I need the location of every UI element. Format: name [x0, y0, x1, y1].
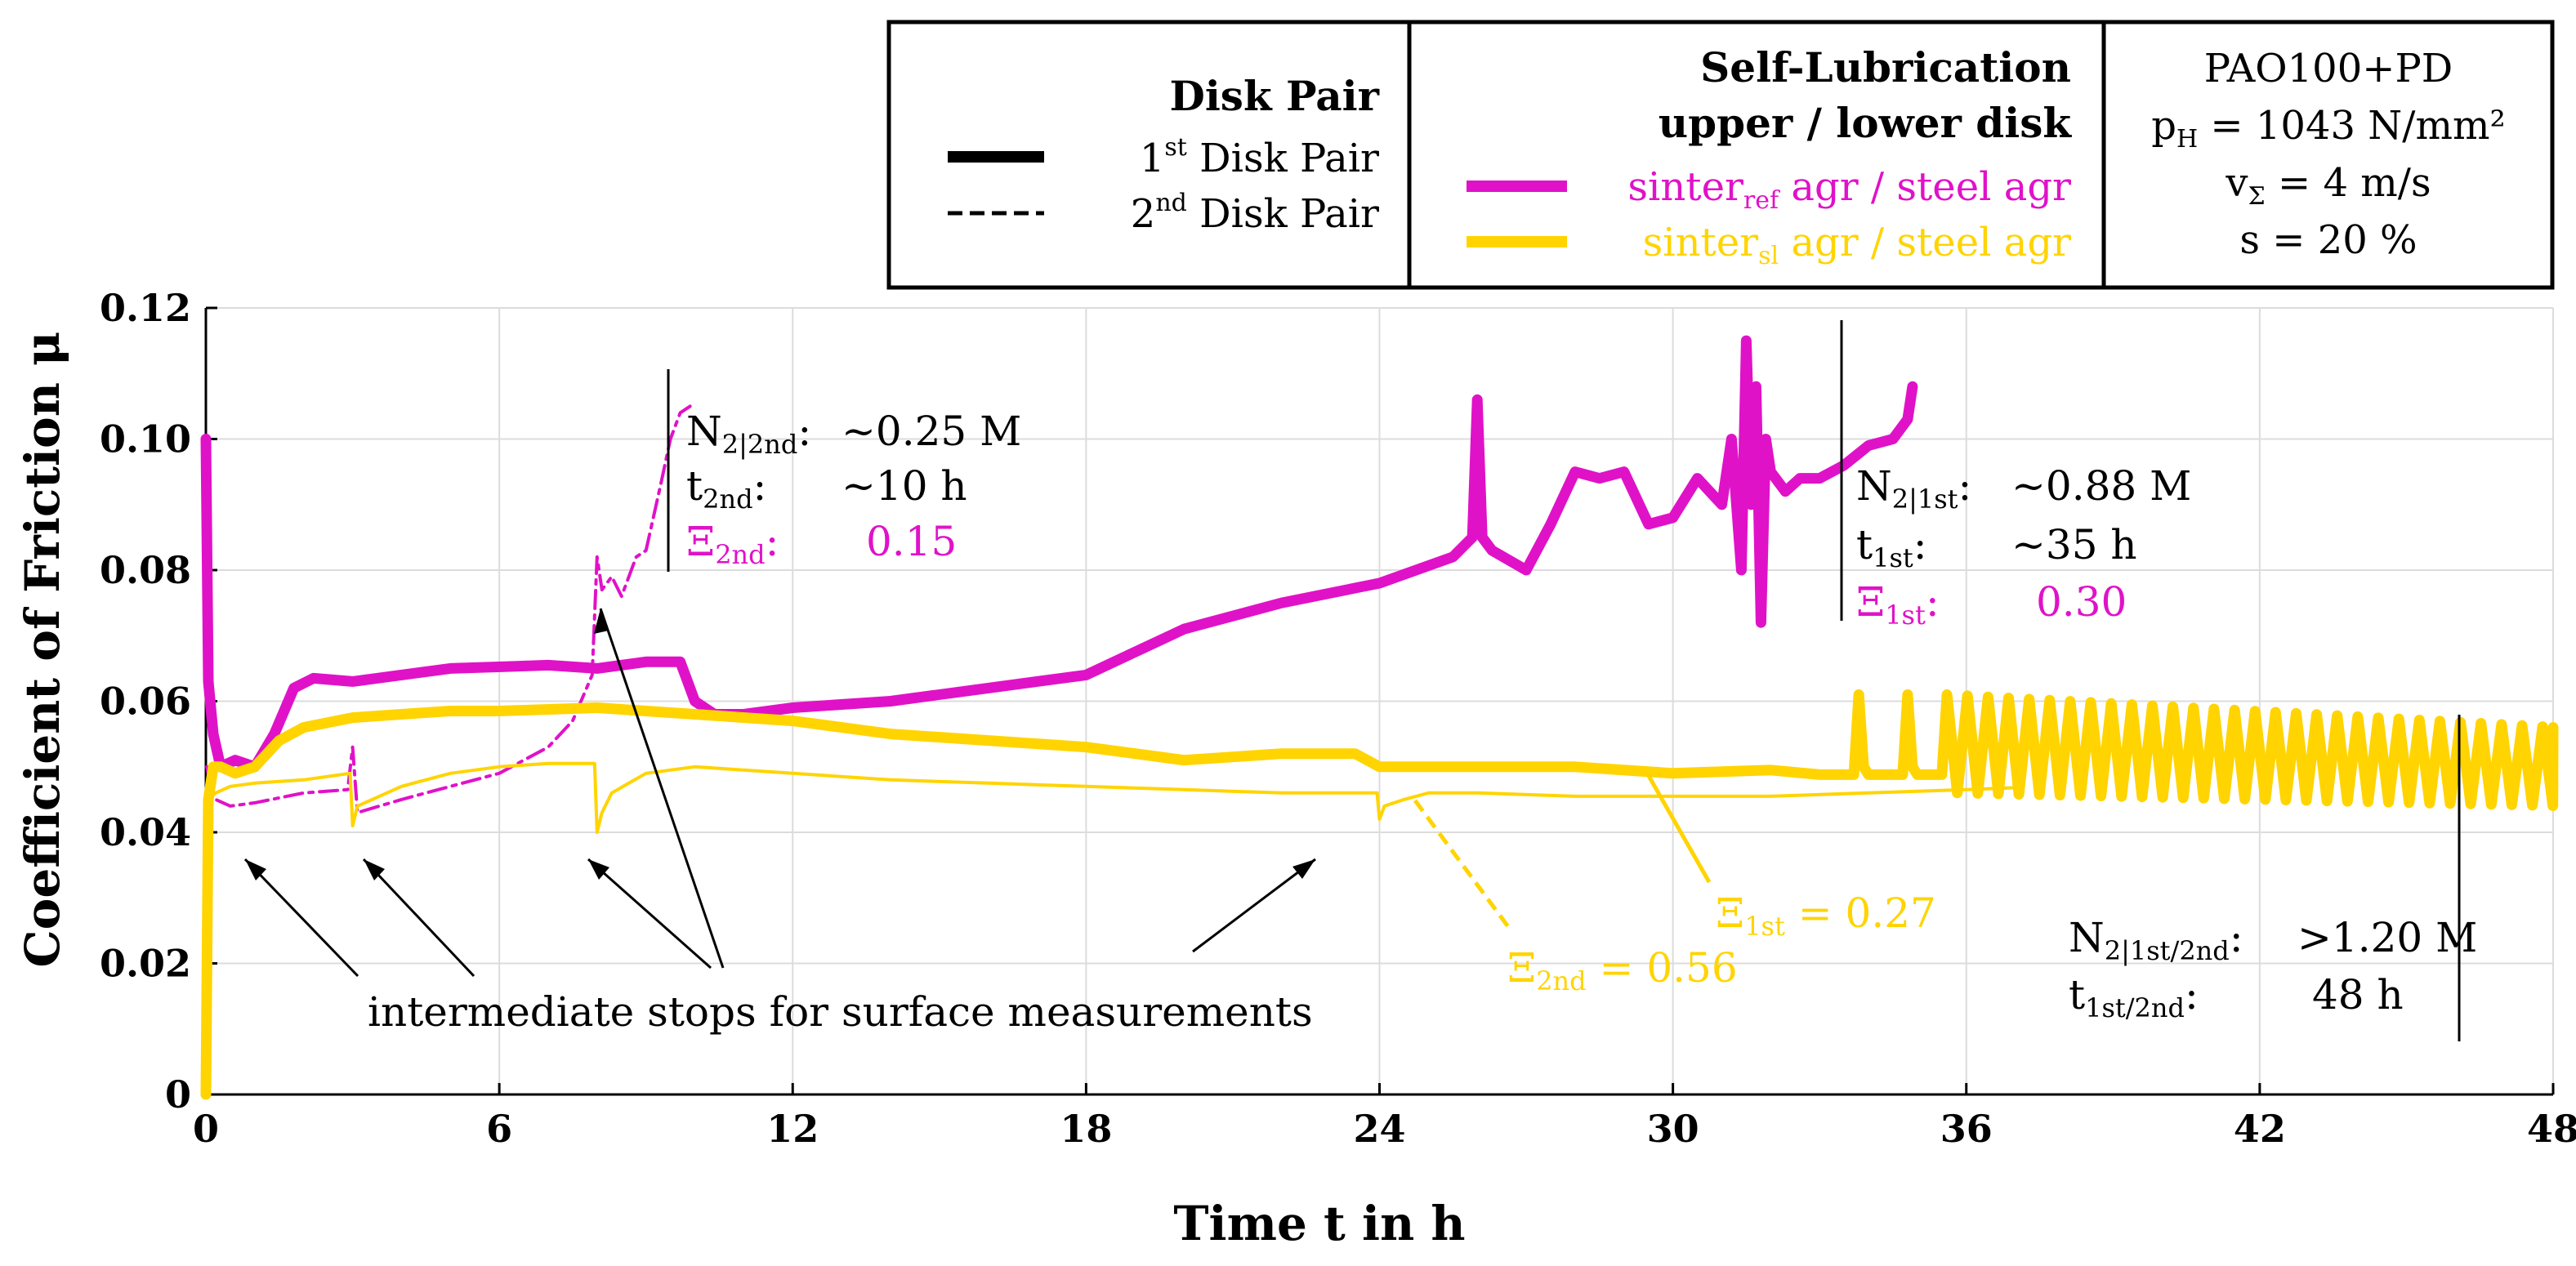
x-axis-label: Time t in h [1173, 1196, 1465, 1251]
x-tick-label: 30 [1647, 1107, 1699, 1151]
stop-arrowhead-5 [1292, 859, 1315, 879]
legend-hertzian-pressure: pH = 1043 N/mm² [2151, 103, 2506, 154]
intermediate-stops-label: intermediate stops for surface measureme… [368, 988, 1313, 1036]
y-tick-label: 0.02 [100, 942, 191, 986]
legend-frame [886, 20, 2555, 290]
annotation-1st-t-value: ~35 h [2011, 521, 2137, 568]
legend: Disk Pair 1st Disk Pair 2nd Disk Pair Se… [886, 20, 2555, 290]
annotation-1st-xi-label: Ξ1st: [1856, 578, 1940, 631]
annotation-box-2nd: N2|2nd: ~0.25 M t2nd: ~10 h Ξ2nd: 0.15 [686, 408, 1021, 570]
stop-arrow-1 [243, 858, 359, 978]
intermediate-stops-arrows [243, 608, 1316, 978]
callout-xi-2nd-sl: Ξ2nd = 0.56 [1507, 944, 1738, 996]
annotations: N2|2nd: ~0.25 M t2nd: ~10 h Ξ2nd: 0.15 N… [243, 320, 2477, 1041]
series-line-3 [200, 689, 2559, 1100]
stop-arrowhead-4 [594, 608, 609, 634]
annotation-48h-n-value: >1.20 M [2297, 914, 2477, 961]
y-tick-label: 0.08 [100, 548, 191, 592]
annotation-1st-n-value: ~0.88 M [2011, 462, 2191, 510]
legend-pair1-label: 1st Disk Pair [1140, 133, 1379, 181]
y-tick-label: 0.10 [100, 417, 191, 461]
annotation-box-48h: N2|1st/2nd: >1.20 M t1st/2nd: 48 h [2069, 914, 2477, 1023]
stop-arrowhead-2 [364, 859, 385, 880]
legend-pair2-label: 2nd Disk Pair [1131, 189, 1379, 237]
series-group [200, 335, 2559, 1100]
stop-arrow-2 [362, 858, 475, 978]
callout-xi-1st-sl-line [1646, 774, 1712, 884]
annotation-2nd-t-label: t2nd: [686, 462, 766, 515]
annotation-2nd-xi-value: 0.15 [866, 518, 957, 565]
legend-selflub-title-2: upper / lower disk [1659, 99, 2073, 147]
y-tick-label: 0.12 [100, 286, 191, 330]
annotation-1st-xi-value: 0.30 [2036, 578, 2127, 626]
legend-sum-velocity: vΣ = 4 m/s [2225, 160, 2431, 211]
annotation-box-1st: N2|1st: ~0.88 M t1st: ~35 h Ξ1st: 0.30 [1856, 462, 2191, 631]
stop-arrowhead-1 [245, 859, 266, 880]
x-tick-label: 24 [1353, 1107, 1405, 1151]
x-tick-label: 6 [486, 1107, 512, 1151]
stop-arrow-3 [587, 858, 712, 970]
intermediate-stops-arrowheads [245, 608, 1315, 880]
annotation-2nd-n-value: ~0.25 M [842, 408, 1021, 455]
annotation-2nd-xi-label: Ξ2nd: [686, 518, 779, 570]
x-tick-label: 0 [193, 1107, 219, 1151]
annotation-1st-t-label: t1st: [1856, 521, 1927, 573]
y-axis-label: Coefficient of Friction μ [15, 331, 70, 967]
legend-lubricant: PAO100+PD [2204, 46, 2453, 91]
callout-xi-2nd-sl-line [1413, 799, 1514, 933]
x-tick-label: 42 [2234, 1107, 2286, 1151]
stop-arrow-4 [599, 608, 725, 969]
series-line-2 [205, 404, 692, 814]
annotation-48h-n-label: N2|1st/2nd: [2069, 914, 2243, 966]
stop-arrowhead-3 [588, 859, 609, 880]
legend-selflub-title-1: Self-Lubrication [1700, 43, 2071, 91]
x-tick-label: 18 [1060, 1107, 1112, 1151]
y-tick-label: 0.04 [100, 810, 191, 854]
annotation-1st-n-label: N2|1st: [1856, 462, 1971, 515]
legend-series-sinter-sl: sintersl agr / steel agr [1643, 220, 2071, 270]
stop-arrow-5 [1192, 858, 1316, 953]
y-tick-label: 0.06 [100, 680, 191, 724]
annotation-2nd-t-value: ~10 h [842, 462, 967, 510]
legend-disk-pair-title: Disk Pair [1169, 72, 1379, 120]
series-line-4 [207, 761, 2017, 834]
x-tick-label: 48 [2527, 1107, 2576, 1151]
legend-slip: s = 20 % [2239, 217, 2417, 263]
annotation-2nd-n-label: N2|2nd: [686, 408, 811, 460]
annotation-48h-t-label: t1st/2nd: [2069, 971, 2199, 1023]
legend-series-sinter-ref: sinterref agr / steel agr [1627, 164, 2071, 215]
annotation-48h-t-value: 48 h [2312, 971, 2404, 1019]
y-tick-label: 0 [165, 1072, 191, 1117]
tick-labels: 0 6 12 18 24 30 36 42 48 0 0.02 0.04 0.06 0.08 0.10 0.1… [100, 286, 2576, 1151]
callout-xi-1st-sl: Ξ1st = 0.27 [1716, 889, 1936, 942]
x-tick-label: 12 [766, 1107, 819, 1151]
series-line-1 [200, 335, 1918, 773]
x-tick-label: 36 [1940, 1107, 1993, 1151]
grid [205, 307, 2554, 1095]
